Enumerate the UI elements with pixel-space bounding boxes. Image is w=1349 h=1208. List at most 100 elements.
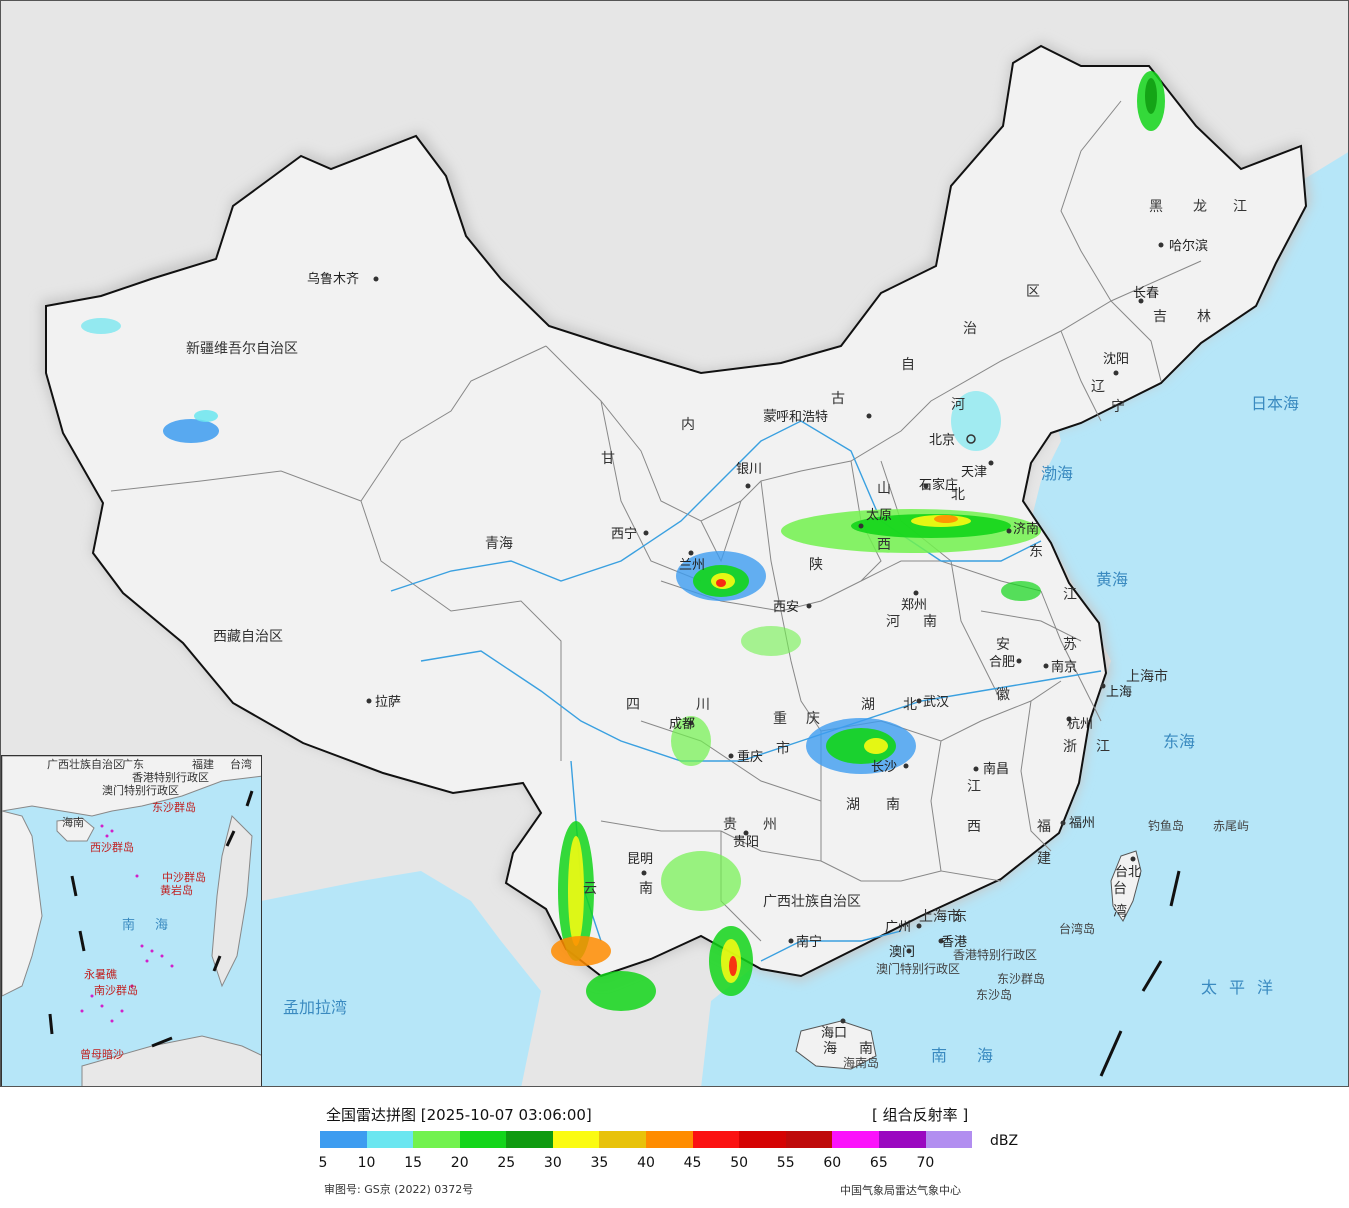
province-label: 北	[951, 487, 965, 503]
city-label: 南昌	[983, 761, 1009, 777]
province-label: 西	[967, 819, 981, 835]
island-label: 东沙岛	[976, 987, 1012, 1002]
inset-label: 永暑礁	[84, 967, 117, 981]
province-label: 湖	[846, 797, 860, 813]
sea-label: 东海	[1163, 732, 1195, 751]
radar-echo	[826, 728, 896, 764]
province-label: 治	[963, 321, 977, 337]
city-label: 西安	[773, 600, 799, 615]
radar-echo	[1145, 78, 1157, 114]
province-label: 东	[1029, 544, 1043, 560]
inset-label: 中沙群岛	[162, 870, 206, 884]
legend-tick-label: 40	[637, 1155, 655, 1171]
province-label: 区	[1026, 284, 1040, 300]
inset-sea-label: 南海	[122, 917, 188, 933]
province-label: 林	[1197, 309, 1211, 325]
legend-tick-label: 45	[683, 1155, 702, 1171]
sea-label: 太平洋	[1201, 978, 1285, 997]
city-label: 银川	[736, 462, 762, 477]
legend-tick-label: 50	[730, 1155, 749, 1171]
sea-area	[701, 152, 1348, 1086]
province-label: 青海	[485, 536, 513, 552]
province-label: 四	[626, 697, 640, 713]
sea-label: 孟加拉湾	[283, 998, 347, 1017]
province-label: 云	[583, 881, 597, 897]
bay-of-bengal	[261, 871, 541, 1086]
city-label: 西宁	[611, 526, 637, 542]
china-radar-map-svg: 新疆维吾尔自治区 西藏自治区 青海 甘 内 蒙 古 自 治 区 黑 龙 江 吉 …	[1, 41, 1348, 1086]
radar-echo	[934, 515, 958, 523]
province-labels: 新疆维吾尔自治区 西藏自治区 青海 甘 内 蒙 古 自 治 区 黑 龙 江 吉 …	[186, 199, 1247, 1057]
inset-borneo	[81, 1035, 261, 1086]
inset-svg: 广西壮族自治区 广东 福建 台湾 澳门特别行政区 香港特别行政区 海南 东沙群岛…	[2, 756, 261, 1086]
province-label: 江	[1096, 739, 1110, 755]
radar-echo	[1001, 581, 1041, 601]
radar-echo	[716, 579, 726, 587]
province-label: 南	[639, 881, 653, 897]
island-label: 钓鱼岛	[1148, 818, 1184, 833]
color-swatch	[785, 1131, 833, 1148]
province-label: 重	[773, 711, 787, 727]
province-label: 西	[877, 537, 891, 553]
province-label: 湾	[1113, 903, 1127, 920]
city-label: 广州	[885, 920, 911, 935]
inset-vietnam	[2, 810, 43, 997]
inset-dash-lines	[48, 790, 254, 1048]
province-label: 南	[923, 614, 937, 630]
province-label: 山	[877, 481, 891, 497]
city-label: 台北	[1115, 865, 1141, 880]
province-label: 广西壮族自治区	[763, 894, 861, 910]
city-label: 澳门	[889, 944, 915, 960]
province-label: 海	[823, 1041, 837, 1057]
province-label: 徽	[996, 687, 1010, 703]
radar-echo	[864, 738, 888, 754]
city-label: 呼和浩特	[776, 410, 828, 425]
province-label: 福	[1037, 819, 1051, 835]
color-swatch	[599, 1131, 647, 1148]
province-label: 江	[1063, 587, 1077, 603]
inset-label: 广东	[122, 758, 144, 771]
hainan-island	[795, 1020, 877, 1070]
china-landmass	[45, 44, 1308, 978]
legend-tick-label: 20	[450, 1155, 469, 1171]
legend-tick-label: 60	[823, 1155, 842, 1171]
color-swatch	[925, 1131, 973, 1148]
color-swatch	[552, 1131, 600, 1148]
province-label: 吉	[1153, 309, 1167, 325]
color-swatch	[413, 1131, 460, 1148]
radar-echo	[194, 410, 218, 422]
radar-echo	[741, 626, 801, 656]
province-label: 澳门特别行政区	[876, 961, 960, 976]
province-label: 辽	[1091, 379, 1105, 395]
radar-echo	[163, 419, 219, 443]
island-labels: 钓鱼岛 赤尾屿 台湾岛 东沙群岛 东沙岛 海南岛	[843, 818, 1249, 1070]
city-label: 合肥	[989, 655, 1015, 670]
province-label: 北	[903, 697, 917, 713]
city-label: 乌鲁木齐	[307, 271, 359, 287]
province-label: 州	[763, 817, 777, 833]
color-swatch	[832, 1131, 879, 1148]
city-label: 香港	[941, 935, 967, 950]
legend-title: 全国雷达拼图 [2025-10-07 03:06:00]	[326, 1106, 592, 1124]
radar-echo	[729, 956, 737, 976]
radar-echo	[671, 716, 711, 766]
legend-tick-label: 10	[357, 1155, 376, 1171]
province-label: 内	[681, 417, 695, 433]
city-label: 沈阳	[1103, 352, 1129, 367]
province-label: 建	[1037, 851, 1051, 867]
inset-hainan	[56, 817, 95, 842]
inset-label: 黄岩岛	[160, 883, 193, 897]
province-label: 甘	[601, 451, 615, 467]
color-swatch	[878, 1131, 926, 1148]
province-label: 台	[1113, 881, 1127, 897]
city-label: 拉萨	[375, 695, 401, 710]
province-label: 江	[967, 779, 981, 795]
city-label: 天津	[961, 465, 987, 480]
radar-echo	[586, 971, 656, 1011]
province-label: 川	[696, 697, 710, 713]
inset-label: 广西壮族自治区	[47, 757, 124, 771]
province-label: 新疆维吾尔自治区	[186, 341, 298, 357]
sea-label: 渤海	[1041, 464, 1073, 483]
inset-label: 曾母暗沙	[80, 1047, 124, 1061]
province-label: 龙	[1193, 199, 1207, 215]
